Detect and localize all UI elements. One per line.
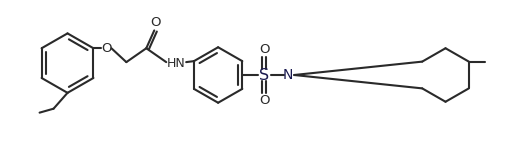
Text: O: O xyxy=(259,94,269,107)
Text: N: N xyxy=(283,68,293,82)
Text: S: S xyxy=(259,68,269,82)
Text: HN: HN xyxy=(167,57,185,70)
Text: O: O xyxy=(259,43,269,56)
Text: O: O xyxy=(150,16,161,29)
Text: O: O xyxy=(101,42,112,55)
